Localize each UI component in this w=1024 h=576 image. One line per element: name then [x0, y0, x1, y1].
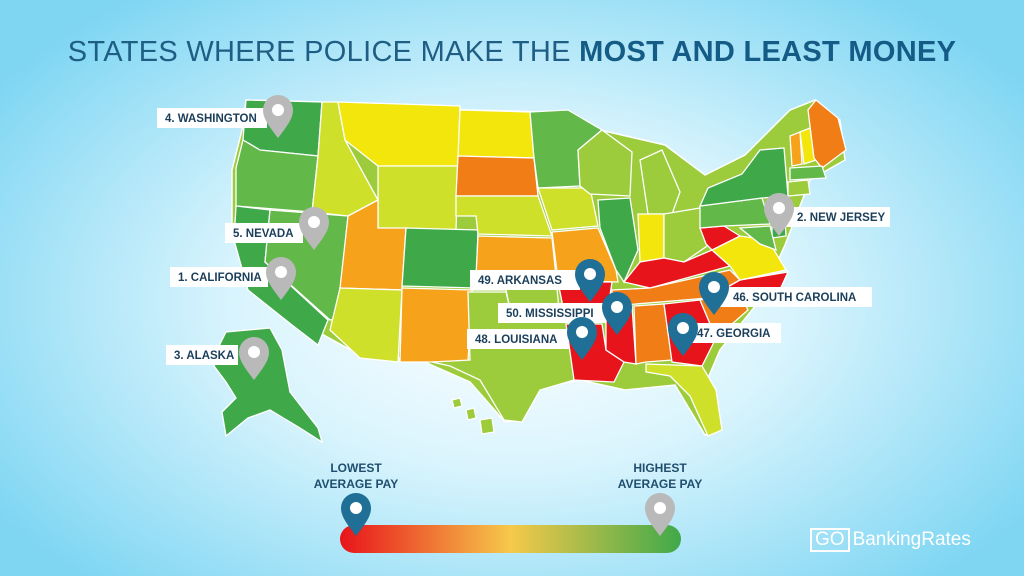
marker-nevada: 5. NEVADA — [225, 207, 329, 250]
state-ohio — [663, 207, 711, 263]
marker-label: 46. SOUTH CAROLINA — [733, 292, 856, 304]
state-michigan — [639, 149, 681, 215]
state-new-mexico — [399, 287, 473, 363]
marker-georgia: 47. GEORGIA — [668, 313, 781, 356]
map-pin-icon — [575, 259, 605, 302]
map-pin-icon — [341, 493, 371, 536]
marker-label-bg — [157, 108, 267, 128]
state-maine — [807, 99, 847, 169]
brand-logo: GO BankingRates — [810, 528, 971, 554]
marker-label-bg — [786, 207, 890, 227]
state-indiana — [637, 213, 665, 263]
marker-label-bg — [470, 270, 580, 290]
marker-label: 2. NEW JERSEY — [797, 212, 886, 224]
map-pin-icon — [645, 493, 675, 536]
map-pin-icon — [266, 257, 296, 300]
legend: LOWEST AVERAGE PAY HIGHEST AVERAGE PAY — [314, 461, 702, 553]
state-arizona — [329, 287, 403, 363]
marker-south-carolina: 46. SOUTH CAROLINA — [699, 272, 872, 315]
legend-gradient-bar — [340, 525, 681, 553]
title-prefix: STATES WHERE POLICE MAKE THE — [67, 36, 580, 68]
marker-label: 50. MISSISSIPPI — [506, 308, 594, 320]
marker-label: 1. CALIFORNIA — [178, 272, 262, 284]
marker-label-bg — [225, 223, 303, 243]
map-pin-icon — [239, 337, 269, 380]
state-vermont — [789, 131, 803, 167]
state-massachusetts — [789, 165, 827, 181]
state-florida — [645, 363, 723, 437]
map-pin-icon — [602, 292, 632, 335]
marker-washington: 4. WASHINGTON — [157, 95, 293, 138]
marker-label-bg — [166, 345, 238, 365]
state-new-york — [698, 147, 789, 207]
state-north-dakota — [457, 109, 535, 159]
marker-california: 1. CALIFORNIA — [170, 257, 296, 300]
state-connecticut — [787, 179, 811, 197]
legend-high-line1: HIGHEST — [633, 461, 687, 475]
marker-label: 3. ALASKA — [174, 350, 234, 362]
marker-label-bg — [170, 267, 268, 287]
page-title: STATES WHERE POLICE MAKE THE MOST AND LE… — [0, 36, 1024, 69]
marker-label-bg — [686, 323, 781, 343]
state-hawaii — [451, 397, 495, 435]
map-pin-icon — [668, 313, 698, 356]
map-pin-icon — [299, 207, 329, 250]
map-pin-icon — [567, 317, 597, 360]
marker-label: 4. WASHINGTON — [165, 113, 257, 125]
marker-label: 5. NEVADA — [233, 228, 294, 240]
marker-label-bg — [467, 329, 569, 349]
brand-go: GO — [810, 528, 850, 552]
map-pin-icon — [764, 193, 794, 236]
state-alabama — [633, 303, 673, 365]
marker-label: 49. ARKANSAS — [478, 275, 562, 287]
marker-alaska: 3. ALASKA — [166, 337, 269, 380]
brand-name: BankingRates — [852, 529, 971, 550]
marker-label: 47. GEORGIA — [697, 328, 771, 340]
marker-arkansas: 49. ARKANSAS — [470, 259, 605, 302]
marker-label-bg — [720, 287, 872, 307]
title-emphasis: MOST AND LEAST MONEY — [579, 36, 957, 68]
map-pin-icon — [263, 95, 293, 138]
map-pin-icon — [699, 272, 729, 315]
state-maryland — [738, 225, 777, 252]
state-kentucky — [622, 249, 732, 289]
legend-low-line1: LOWEST — [330, 461, 382, 475]
marker-label: 48. LOUISIANA — [475, 334, 557, 346]
state-nebraska — [455, 195, 553, 237]
state-iowa — [537, 187, 599, 231]
state-wyoming — [377, 165, 459, 231]
state-wisconsin — [577, 129, 633, 197]
marker-new-jersey: 2. NEW JERSEY — [764, 193, 890, 236]
state-south-dakota — [455, 155, 539, 197]
marker-louisiana: 48. LOUISIANA — [467, 317, 597, 360]
legend-low-line2: AVERAGE PAY — [314, 477, 398, 491]
legend-high-line2: AVERAGE PAY — [618, 477, 702, 491]
state-colorado — [401, 227, 479, 289]
